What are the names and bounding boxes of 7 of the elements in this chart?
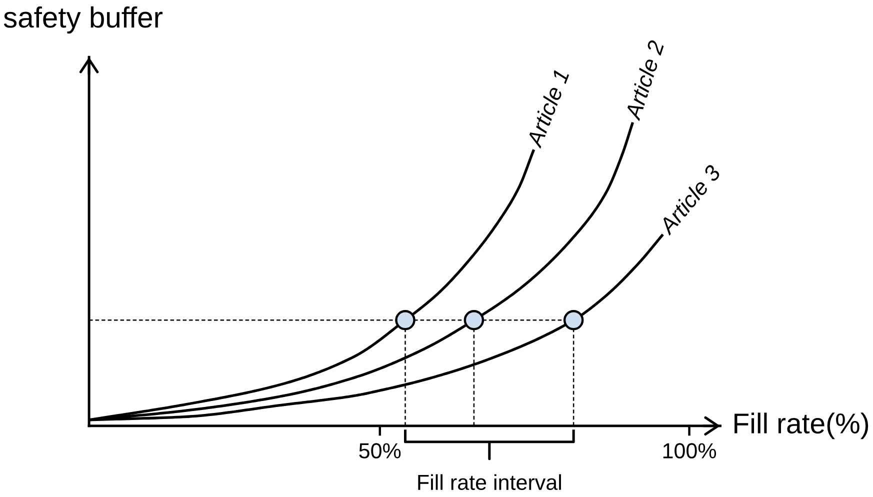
- text: Article 1: [525, 68, 570, 149]
- x-axis-title: Fill rate(%): [734, 412, 868, 440]
- text: Article 2: [624, 39, 665, 122]
- text: Fill rate interval: [418, 474, 561, 490]
- x-tick-label: 100%: [663, 443, 716, 458]
- y-axis-title: safety buffer: [4, 6, 163, 34]
- x-tick-label: 50%: [359, 443, 401, 458]
